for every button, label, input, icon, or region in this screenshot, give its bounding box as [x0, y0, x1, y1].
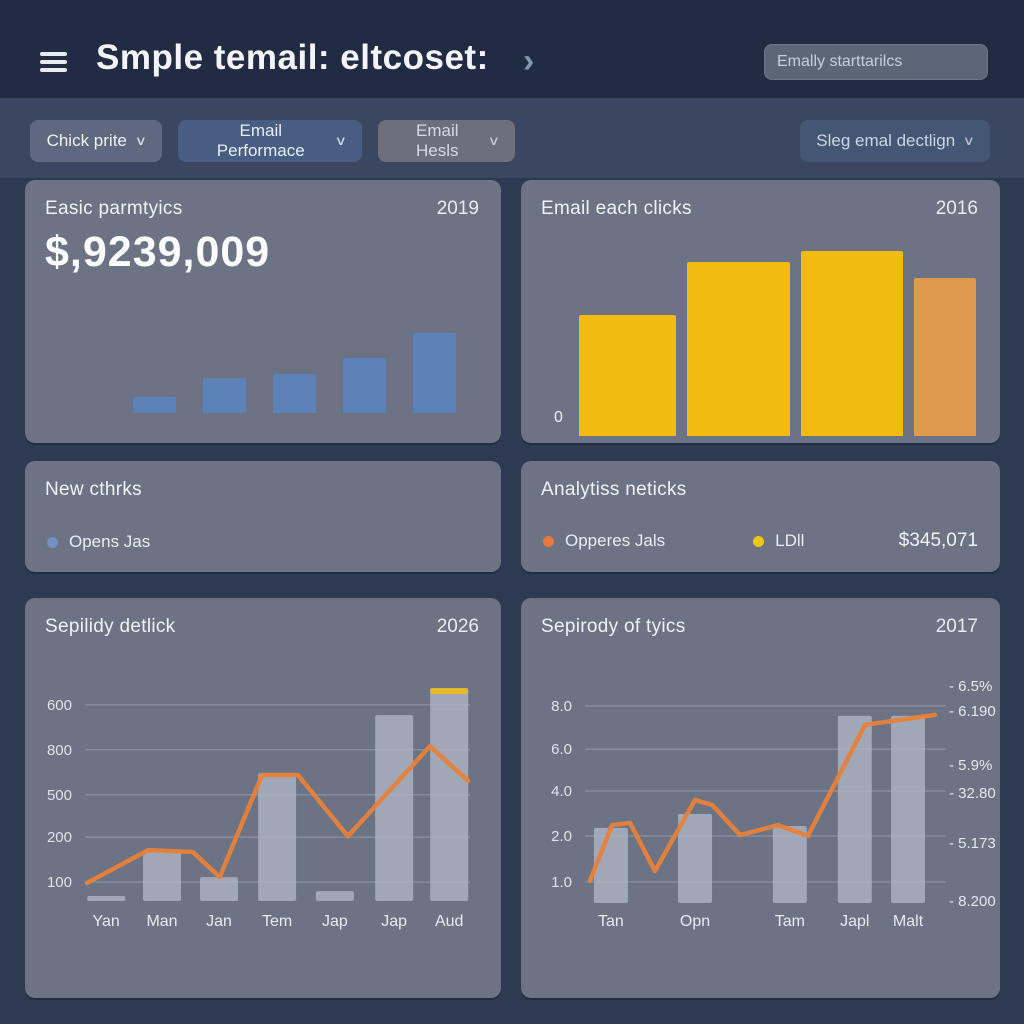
svg-text:Jan: Jan	[206, 913, 232, 930]
svg-text:Japl: Japl	[840, 913, 869, 930]
svg-text:- 5.173: - 5.173	[949, 835, 996, 852]
svg-text:Malt: Malt	[893, 913, 924, 930]
svg-text:Aud: Aud	[435, 913, 463, 930]
svg-text:- 32.80: - 32.80	[949, 785, 996, 802]
card-title: Sepirody of tyics	[541, 616, 686, 637]
svg-text:Opn: Opn	[680, 913, 710, 930]
legend-row: Opens Jas	[47, 532, 479, 552]
svg-text:Tam: Tam	[775, 913, 805, 930]
card-title: Sepilidy detlick	[45, 616, 176, 637]
svg-text:Tem: Tem	[262, 913, 292, 930]
filter-label: Sleg emal dectlign	[816, 131, 956, 150]
card-title: Email each clicks	[541, 198, 692, 219]
svg-text:- 8.200: - 8.200	[949, 893, 996, 910]
card-analytics-metrics: Analytiss neticks Opperes Jals LDll $345…	[521, 461, 1000, 572]
bar	[343, 358, 386, 413]
filter-toolbar: Chick prite ∨ Email Performace ∨ Email H…	[0, 98, 1024, 178]
card-new-clicks: New cthrks Opens Jas	[25, 461, 501, 572]
legend-label: Opens Jas	[69, 532, 151, 551]
filter-label: Email Hesls	[415, 121, 459, 160]
card-rates-detail: Sepirody of tyics 2017 1.0 2.0 4.0 6.0 8.0 - …	[521, 598, 1000, 998]
legend-label: Opperes Jals	[565, 531, 666, 550]
svg-text:1.0: 1.0	[551, 874, 572, 891]
metric-value: $345,071	[898, 530, 978, 551]
svg-text:Yan: Yan	[93, 913, 120, 930]
filter-button-email-performance[interactable]: Email Performace ∨	[178, 120, 362, 162]
chevron-down-icon: ∨	[134, 133, 147, 148]
bar	[413, 333, 456, 413]
hamburger-icon[interactable]	[40, 52, 67, 76]
combo-bar-line-chart: 1.0 2.0 4.0 6.0 8.0 - 6.5% - 6.190 - 5.9% - 32.8…	[539, 676, 1000, 945]
svg-text:2.0: 2.0	[551, 828, 572, 845]
card-year: 2019	[436, 198, 479, 219]
card-title: Analytiss neticks	[541, 479, 687, 500]
bar	[273, 374, 316, 413]
bar	[801, 251, 903, 436]
chevron-down-icon: ∨	[488, 133, 501, 148]
combo-bar-line-chart: 100 200 500 800 600 Yan Man Jan Tem Jap Jap Aud	[43, 676, 487, 945]
card-year: 2016	[935, 198, 978, 219]
bar	[579, 315, 676, 436]
card-weekly-detail: Sepilidy detlick 2026 100 200 500 800 600 Yan…	[25, 598, 501, 998]
chevron-right-icon: ›	[523, 42, 535, 80]
card-title: Easic parmtyics	[45, 198, 183, 219]
legend-dot-icon	[47, 536, 58, 548]
bar	[133, 397, 176, 413]
chevron-down-icon: ∨	[962, 133, 976, 148]
filter-button-email-hesls[interactable]: Email Hesls ∨	[378, 120, 515, 162]
yellow-bar-chart	[579, 244, 976, 436]
bar	[914, 278, 976, 436]
card-year: 2017	[935, 616, 978, 637]
bar	[203, 378, 246, 413]
filter-button-segment-selection[interactable]: Sleg emal dectlign ∨	[800, 120, 990, 162]
svg-text:6.0: 6.0	[551, 741, 572, 758]
svg-text:100: 100	[47, 874, 72, 891]
legend-label: LDll	[775, 531, 805, 550]
svg-text:4.0: 4.0	[551, 783, 572, 800]
card-basic-metrics: Easic parmtyics 2019 $,9239,009	[25, 180, 501, 443]
legend-item: LDll	[753, 531, 804, 551]
filter-label: Chick prite	[46, 131, 127, 150]
chevron-down-icon: ∨	[335, 133, 348, 148]
page-title: Smple temail: eltcoset:	[96, 38, 489, 77]
svg-text:- 5.9%: - 5.9%	[949, 757, 992, 774]
filter-label: Email Performace	[216, 121, 305, 160]
axis-zero-label: 0	[554, 409, 563, 426]
svg-text:Jap: Jap	[322, 913, 348, 930]
card-email-clicks: Email each clicks 2016 0	[521, 180, 1000, 443]
svg-text:800: 800	[47, 742, 72, 759]
legend-dot-icon	[543, 535, 554, 547]
legend-item: Opperes Jals	[543, 531, 665, 551]
legend-item: Opens Jas	[47, 532, 150, 552]
svg-text:- 6.190: - 6.190	[949, 703, 996, 720]
card-year: 2026	[436, 616, 479, 637]
mini-bar-chart	[133, 329, 456, 413]
svg-text:200: 200	[47, 829, 72, 846]
card-title: New cthrks	[45, 479, 142, 500]
svg-text:8.0: 8.0	[551, 698, 572, 715]
legend-row: Opperes Jals LDll $345,071	[543, 530, 978, 552]
svg-text:600: 600	[47, 697, 72, 714]
legend-dot-icon	[753, 535, 765, 547]
svg-text:Man: Man	[146, 913, 177, 930]
svg-text:500: 500	[47, 787, 72, 804]
header-bar: Smple temail: eltcoset: › Emally startta…	[0, 0, 1024, 98]
filter-button-chick-prite[interactable]: Chick prite ∨	[30, 120, 162, 162]
metric-value: $,9239,009	[45, 228, 271, 276]
search-input[interactable]: Emally starttarilcs	[764, 44, 988, 80]
svg-text:Tan: Tan	[598, 913, 624, 930]
bar	[687, 262, 790, 436]
svg-text:- 6.5%: - 6.5%	[949, 678, 992, 695]
svg-text:Jap: Jap	[381, 913, 407, 930]
